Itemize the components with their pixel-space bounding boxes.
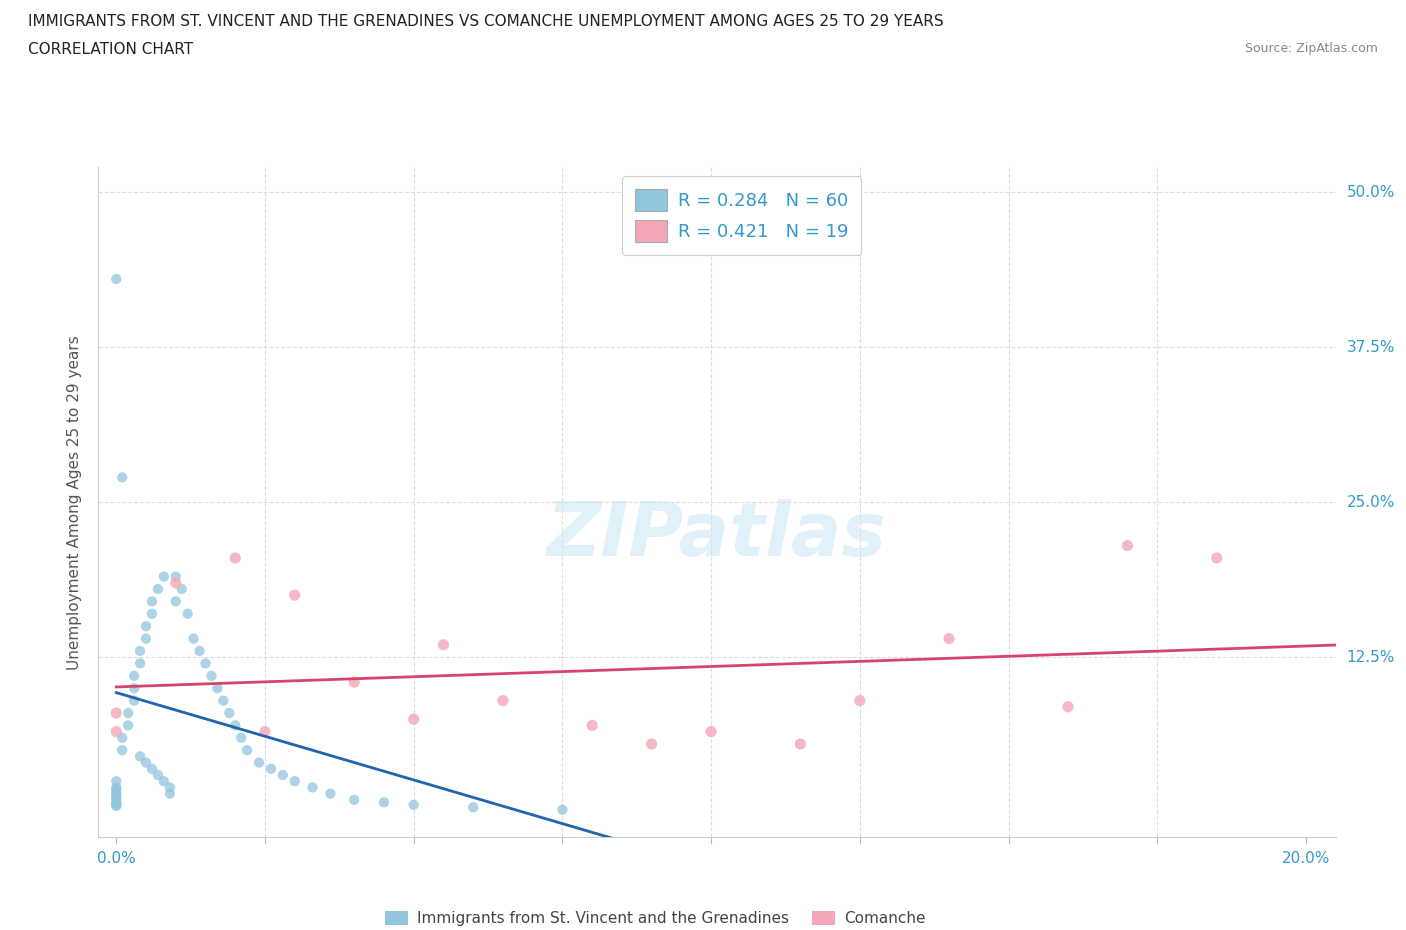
Point xyxy=(141,762,163,777)
Point xyxy=(432,637,454,652)
Point xyxy=(183,631,205,646)
Point xyxy=(105,790,128,804)
Point xyxy=(224,551,246,565)
Y-axis label: Unemployment Among Ages 25 to 29 years: Unemployment Among Ages 25 to 29 years xyxy=(67,335,83,670)
Point xyxy=(105,782,128,797)
Point xyxy=(146,767,169,782)
Text: ZIPatlas: ZIPatlas xyxy=(547,499,887,572)
Point xyxy=(640,737,662,751)
Point xyxy=(105,788,128,803)
Text: IMMIGRANTS FROM ST. VINCENT AND THE GRENADINES VS COMANCHE UNEMPLOYMENT AMONG AG: IMMIGRANTS FROM ST. VINCENT AND THE GREN… xyxy=(28,14,943,29)
Point xyxy=(343,792,366,807)
Point xyxy=(105,724,128,739)
Point xyxy=(105,272,128,286)
Point xyxy=(111,470,134,485)
Point xyxy=(463,800,485,815)
Point xyxy=(141,606,163,621)
Point xyxy=(492,693,515,708)
Point xyxy=(789,737,811,751)
Point xyxy=(373,795,395,810)
Point xyxy=(1205,551,1227,565)
Point xyxy=(188,644,211,658)
Point xyxy=(117,718,139,733)
Point xyxy=(111,730,134,745)
Point xyxy=(135,631,157,646)
Point xyxy=(1057,699,1080,714)
Point xyxy=(129,749,152,764)
Point xyxy=(194,656,217,671)
Point xyxy=(247,755,270,770)
Text: 50.0%: 50.0% xyxy=(1347,185,1395,200)
Point xyxy=(284,774,307,789)
Point xyxy=(849,693,872,708)
Point xyxy=(301,780,323,795)
Point xyxy=(117,706,139,721)
Point xyxy=(105,797,128,812)
Point xyxy=(105,792,128,807)
Point xyxy=(253,724,276,739)
Point xyxy=(271,767,294,782)
Point xyxy=(170,581,193,596)
Point xyxy=(402,711,425,726)
Point xyxy=(105,796,128,811)
Point xyxy=(129,644,152,658)
Point xyxy=(105,799,128,814)
Point xyxy=(105,706,128,721)
Point xyxy=(402,797,425,812)
Point xyxy=(111,743,134,758)
Text: 37.5%: 37.5% xyxy=(1347,339,1395,354)
Point xyxy=(122,669,145,684)
Point xyxy=(581,718,603,733)
Point xyxy=(105,774,128,789)
Point xyxy=(153,774,176,789)
Point xyxy=(231,730,253,745)
Point xyxy=(153,569,176,584)
Text: 25.0%: 25.0% xyxy=(1347,495,1395,510)
Point xyxy=(122,681,145,696)
Point xyxy=(938,631,960,646)
Legend: Immigrants from St. Vincent and the Grenadines, Comanche: Immigrants from St. Vincent and the Gren… xyxy=(378,905,932,930)
Point xyxy=(224,718,246,733)
Point xyxy=(1116,538,1139,553)
Point xyxy=(135,618,157,633)
Point xyxy=(122,693,145,708)
Point xyxy=(159,780,181,795)
Point xyxy=(105,785,128,800)
Point xyxy=(700,724,723,739)
Point xyxy=(218,706,240,721)
Point xyxy=(165,569,187,584)
Point xyxy=(343,674,366,689)
Text: CORRELATION CHART: CORRELATION CHART xyxy=(28,42,193,57)
Text: 12.5%: 12.5% xyxy=(1347,650,1395,665)
Point xyxy=(165,576,187,591)
Point xyxy=(165,594,187,609)
Point xyxy=(207,681,229,696)
Point xyxy=(159,786,181,801)
Point xyxy=(105,780,128,795)
Point xyxy=(105,795,128,810)
Point xyxy=(176,606,198,621)
Point xyxy=(141,594,163,609)
Point xyxy=(212,693,235,708)
Point xyxy=(319,786,342,801)
Point xyxy=(135,755,157,770)
Point xyxy=(260,762,283,777)
Point xyxy=(236,743,259,758)
Point xyxy=(146,581,169,596)
Point xyxy=(129,656,152,671)
Point xyxy=(551,803,574,817)
Point xyxy=(284,588,307,603)
Point xyxy=(200,669,222,684)
Text: Source: ZipAtlas.com: Source: ZipAtlas.com xyxy=(1244,42,1378,55)
